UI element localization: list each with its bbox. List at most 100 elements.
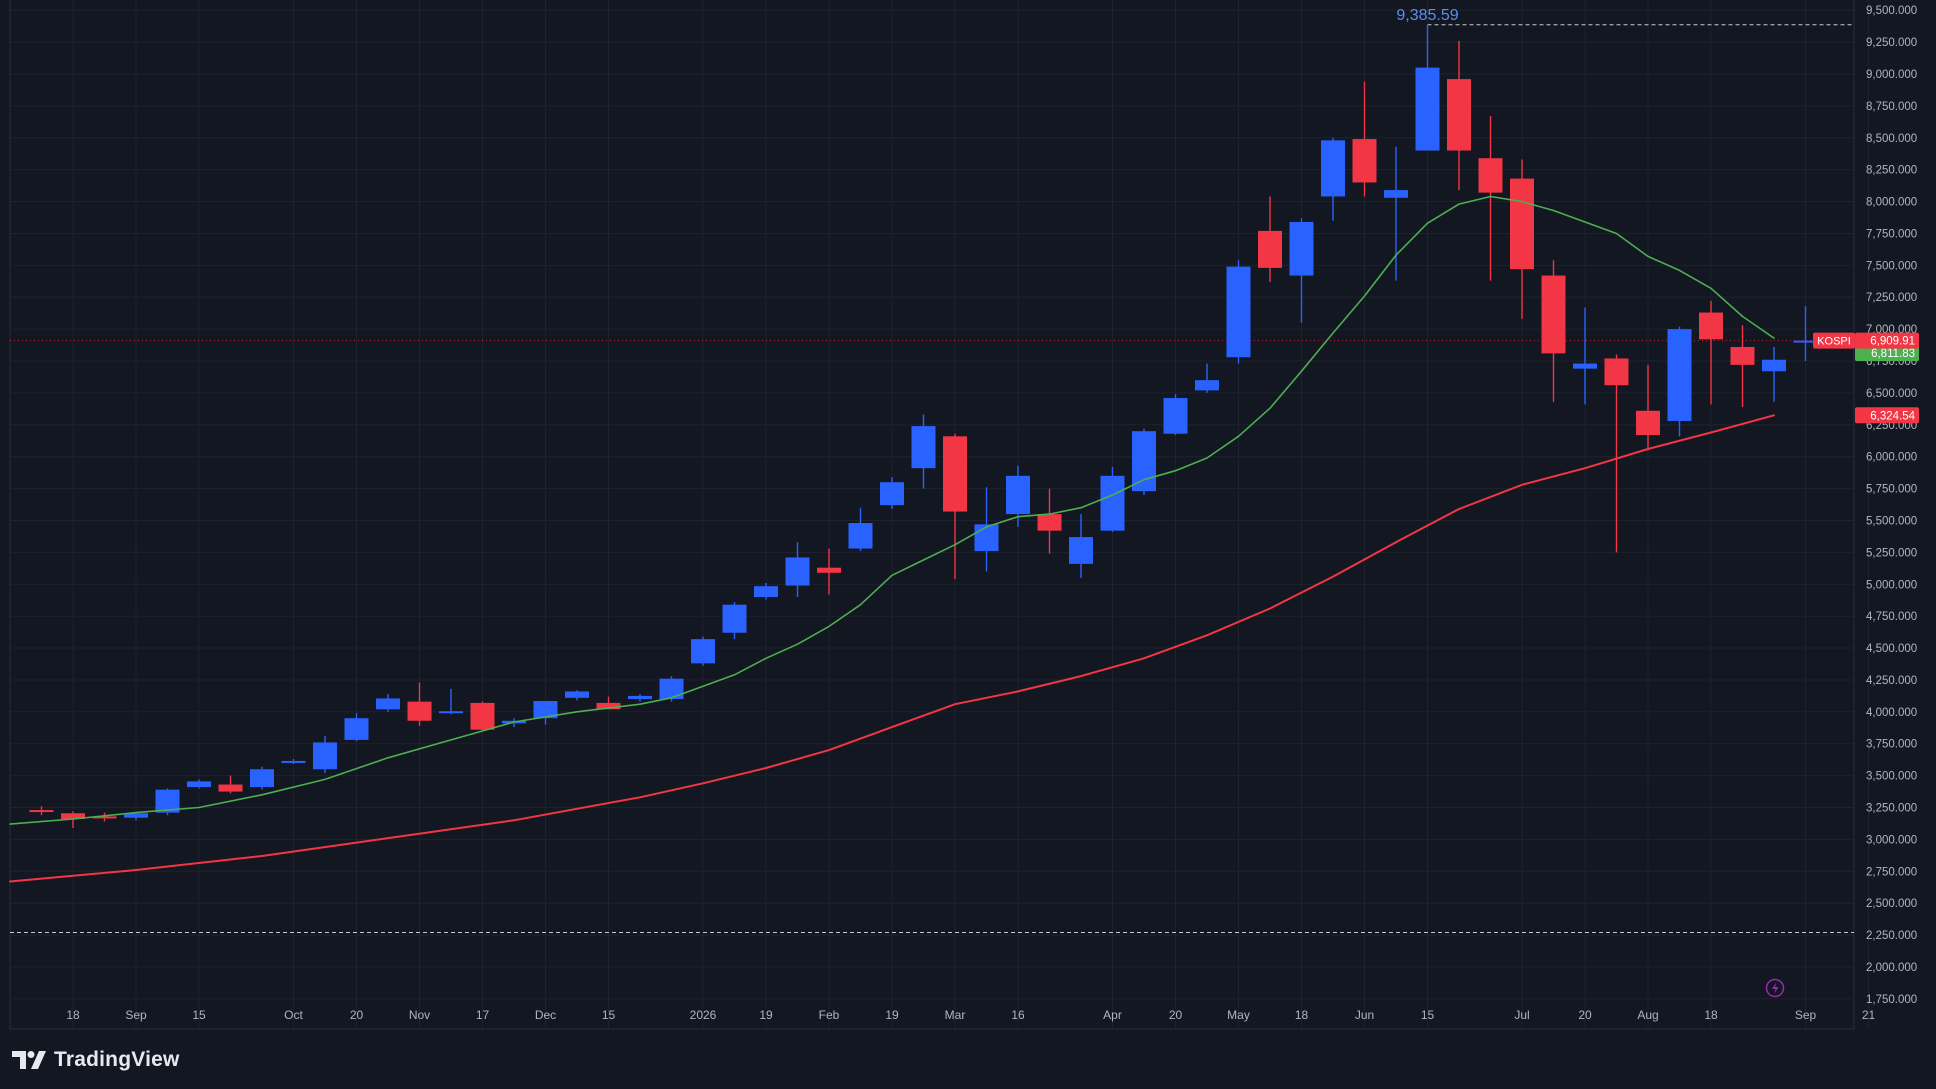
candle-down: [1699, 312, 1723, 340]
candle-down: [29, 810, 54, 813]
lightning-icon[interactable]: [1765, 978, 1785, 998]
y-tick-label: 6,000.000: [1866, 452, 1917, 464]
candle-down: [1478, 158, 1503, 193]
candle-up: [659, 678, 684, 700]
x-tick-label: Oct: [284, 1008, 303, 1022]
x-tick-label: 2026: [690, 1008, 717, 1022]
last-price-label-bg: [1855, 332, 1919, 349]
y-tick-label: 2,250.000: [1866, 930, 1917, 942]
candle-up: [124, 813, 148, 818]
candle-up: [1793, 340, 1818, 343]
candle-down: [1541, 275, 1566, 354]
x-tick-label: Jul: [1514, 1008, 1529, 1022]
high-marker-label: 9,385.59: [1396, 7, 1458, 24]
candle-up: [1289, 221, 1314, 276]
ma-short-price-label-bg: [1855, 345, 1919, 362]
candle-down: [92, 816, 117, 819]
y-tick-label: 5,500.000: [1866, 515, 1917, 527]
candle-up: [1667, 329, 1692, 421]
symbol-tag-bg: [1813, 332, 1855, 349]
price-labels: 9,385.59 6,811.836,909.91 6,324.54 KOSPI: [1396, 7, 1919, 424]
candle-up: [1321, 140, 1345, 197]
y-tick-label: 3,250.000: [1866, 803, 1917, 815]
candle-down: [61, 813, 85, 819]
candle-up: [1384, 190, 1408, 198]
x-tick-label: Aug: [1637, 1008, 1658, 1022]
y-tick-label: 2,750.000: [1866, 866, 1917, 878]
candle-up: [250, 769, 274, 788]
candle-up: [974, 524, 999, 552]
candle-down: [596, 702, 621, 710]
y-tick-label: 3,750.000: [1866, 739, 1917, 751]
candle-up: [1195, 380, 1219, 391]
ma-short-price-label: 6,811.83: [1871, 348, 1915, 360]
y-tick-label: 4,500.000: [1866, 643, 1917, 655]
candle-up: [754, 586, 778, 598]
candle-up: [1163, 398, 1188, 434]
y-tick-label: 6,500.000: [1866, 388, 1917, 400]
candle-up: [1415, 67, 1440, 151]
candle-up: [1132, 431, 1156, 492]
x-tick-label: 15: [1421, 1008, 1435, 1022]
tradingview-logo-icon: [12, 1051, 46, 1069]
ma-short-line: [9, 195, 1775, 825]
ma-long-price-label: 6,324.54: [1870, 410, 1915, 422]
candle-down: [1258, 230, 1282, 268]
candle-up: [155, 789, 180, 813]
y-tick-label: 2,500.000: [1866, 898, 1917, 910]
y-tick-label: 8,750.000: [1866, 101, 1917, 113]
candles: [29, 24, 1818, 828]
x-tick-label: Feb: [819, 1008, 840, 1022]
candle-up: [1069, 537, 1093, 564]
y-tick-label: 7,750.000: [1866, 228, 1917, 240]
x-tick-label: Mar: [945, 1008, 966, 1022]
x-axis-ticks: 18 Sep 15 Oct 20 Nov 17 Dec 15 2026 19 Feb 19 Mar 16 Ap…: [66, 1008, 1875, 1022]
x-tick-label: Sep: [125, 1008, 147, 1022]
candle-up: [376, 698, 400, 710]
y-tick-label: 5,000.000: [1866, 579, 1917, 591]
y-tick-label: 7,250.000: [1866, 292, 1917, 304]
tradingview-brand[interactable]: TradingView: [12, 1045, 180, 1075]
candle-up: [691, 639, 715, 664]
candle-down: [1604, 358, 1629, 386]
candle-up: [1226, 266, 1251, 358]
y-axis-ticks: 1,750.000 2,000.000 2,250.000 2,500.000 2,75…: [1866, 5, 1917, 1006]
x-tick-label: May: [1227, 1008, 1250, 1022]
x-tick-label: Apr: [1103, 1008, 1122, 1022]
y-tick-label: 8,000.000: [1866, 197, 1917, 209]
x-tick-label: 20: [1578, 1008, 1592, 1022]
candle-up: [187, 781, 211, 788]
candle-down: [1636, 410, 1660, 436]
y-tick-label: 5,250.000: [1866, 547, 1917, 559]
x-tick-label: 19: [885, 1008, 899, 1022]
ma-long-price-label-bg: [1855, 407, 1919, 424]
x-tick-label: 19: [759, 1008, 773, 1022]
x-tick-label: 18: [66, 1008, 80, 1022]
y-tick-label: 4,750.000: [1866, 611, 1917, 623]
y-tick-label: 4,250.000: [1866, 675, 1917, 687]
brand-name: TradingView: [54, 1048, 180, 1071]
candle-up: [439, 711, 463, 714]
y-tick-label: 1,750.000: [1866, 994, 1917, 1006]
x-tick-label: 20: [350, 1008, 364, 1022]
y-tick-label: 5,750.000: [1866, 484, 1917, 496]
x-tick-label: 20: [1169, 1008, 1183, 1022]
candle-up: [911, 426, 936, 469]
candle-down: [407, 701, 432, 721]
candle-down: [218, 784, 243, 792]
ma-long-line: [9, 414, 1775, 883]
moving-averages: [9, 195, 1775, 883]
x-tick-label: 17: [476, 1008, 490, 1022]
y-tick-label: 3,500.000: [1866, 771, 1917, 783]
y-tick-label: 9,500.000: [1866, 5, 1917, 17]
x-tick-label: Sep: [1795, 1008, 1817, 1022]
candle-up: [565, 691, 589, 698]
symbol-tag-label: KOSPI: [1817, 336, 1851, 348]
candle-down: [1510, 178, 1534, 270]
x-tick-label: 18: [1704, 1008, 1718, 1022]
candle-up: [281, 760, 306, 763]
candle-up: [628, 695, 652, 700]
candle-down: [1352, 139, 1377, 183]
